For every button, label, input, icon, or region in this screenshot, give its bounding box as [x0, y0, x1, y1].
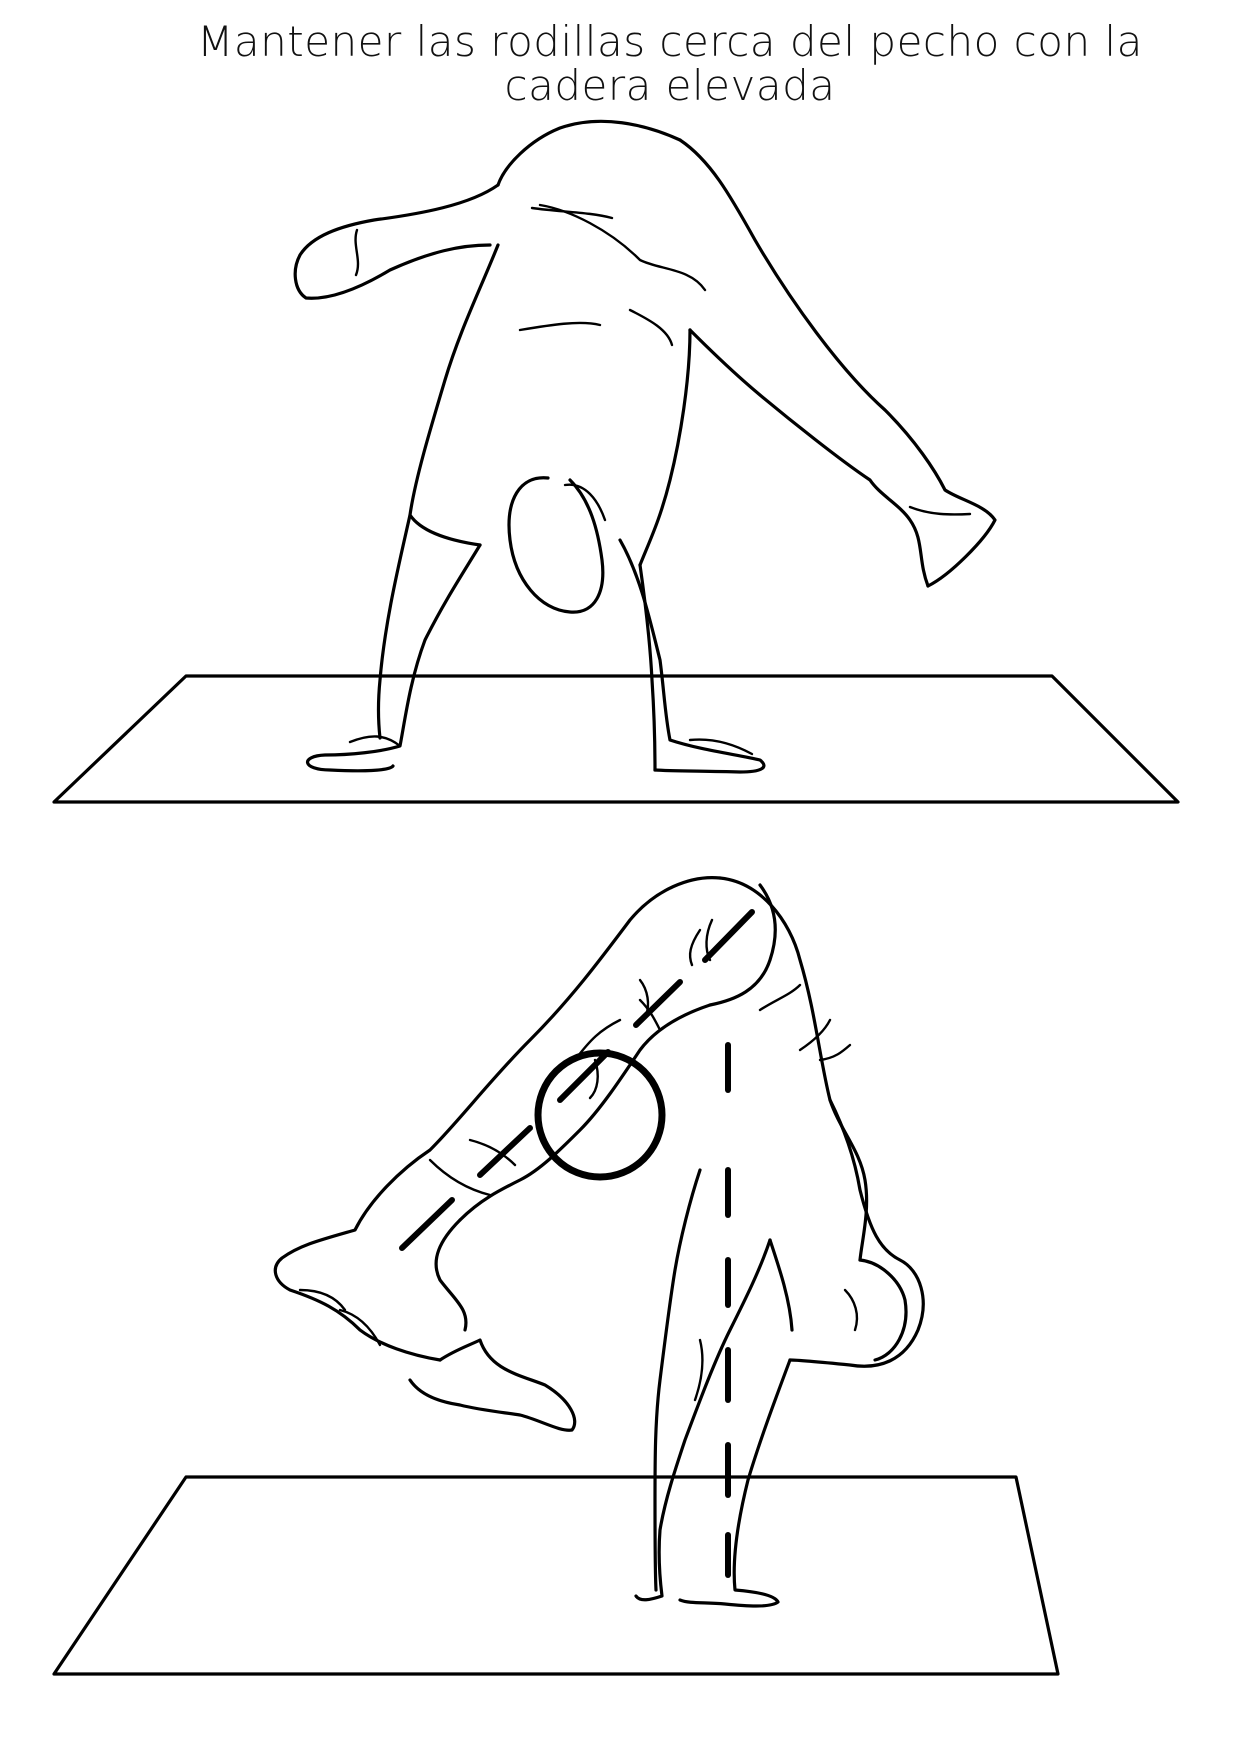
top-left-arm: [305, 543, 482, 773]
top-mat: [52, 674, 1180, 804]
bottom-outer-leg: [273, 876, 722, 1362]
bottom-torso: [788, 1098, 925, 1368]
bottom-figure: [52, 876, 1060, 1676]
title-line-1: Mantener las rodillas cerca del pecho co…: [197, 17, 1143, 66]
top-figure: [52, 119, 1180, 804]
hip-highlight-circle: [534, 1049, 666, 1181]
top-left-leg: [293, 183, 500, 300]
top-right-leg: [678, 138, 997, 588]
bottom-left-arm: [634, 1238, 772, 1602]
bottom-right-arm: [678, 1358, 792, 1608]
title-line-2: cadera elevada: [504, 61, 836, 110]
top-torso: [408, 243, 500, 547]
top-head: [507, 476, 605, 614]
bottom-mat: [52, 1475, 1060, 1676]
bottom-head: [858, 1258, 908, 1362]
top-right-arm: [618, 538, 766, 774]
motion-arrows: [399, 909, 755, 1578]
page-title: Mantener las rodillas cerca del pecho co…: [120, 20, 1220, 108]
